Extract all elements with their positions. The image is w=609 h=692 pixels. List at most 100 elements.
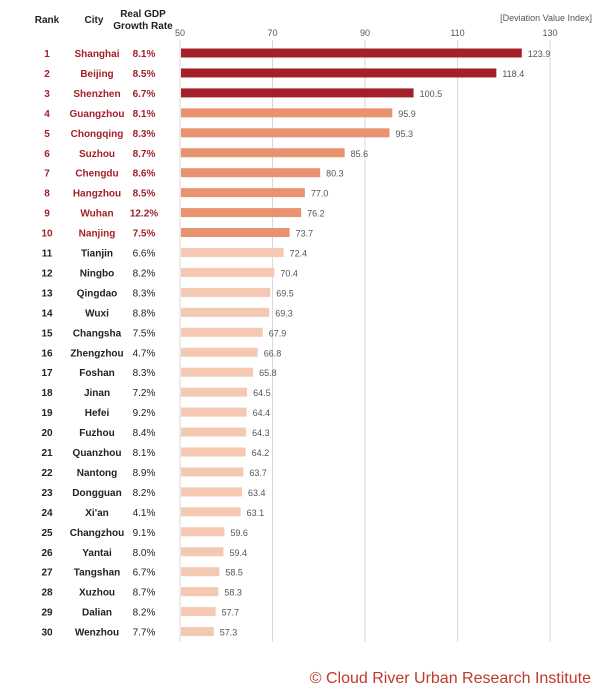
data-row: 1 Shanghai 8.1% 123.9 [44, 48, 551, 60]
header-layer: Rank City Real GDP Growth Rate [Deviatio… [35, 9, 592, 32]
city-label: Qingdao [77, 288, 118, 299]
tick-layer: 50 70 90 110 130 [175, 28, 558, 38]
rank-label: 2 [44, 69, 50, 80]
data-row: 12 Ningbo 8.2% 70.4 [41, 267, 298, 279]
city-label: Xuzhou [79, 588, 115, 599]
value-label: 100.5 [420, 89, 443, 99]
gdp-growth-label: 8.5% [133, 69, 156, 80]
rank-label: 5 [44, 129, 50, 140]
data-row: 2 Beijing 8.5% 118.4 [44, 68, 524, 80]
value-label: 58.3 [224, 588, 242, 598]
bar [181, 228, 290, 238]
bar [181, 367, 254, 377]
city-label: Tianjin [81, 249, 113, 260]
x-tick-label: 90 [360, 28, 370, 38]
gdp-growth-label: 6.7% [133, 89, 156, 100]
city-label: Jinan [84, 388, 110, 399]
city-label: Changzhou [70, 528, 124, 539]
value-label: 59.6 [230, 528, 248, 538]
data-row: 4 Guangzhou 8.1% 95.9 [44, 108, 416, 120]
value-label: 77.0 [311, 189, 329, 199]
city-label: Xi'an [85, 508, 109, 519]
data-row: 13 Qingdao 8.3% 69.5 [41, 287, 294, 299]
gdp-growth-label: 8.2% [133, 608, 156, 619]
gdp-growth-label: 8.6% [133, 169, 156, 180]
city-label: Dalian [82, 608, 112, 619]
gdp-growth-label: 8.1% [133, 448, 156, 459]
gdp-growth-label: 8.2% [133, 488, 156, 499]
city-label: Hangzhou [73, 189, 121, 200]
value-label: 123.9 [528, 49, 551, 59]
gdp-growth-label: 9.1% [133, 528, 156, 539]
bar [181, 88, 414, 98]
data-row: 27 Tangshan 6.7% 58.5 [41, 567, 243, 579]
rank-label: 8 [44, 189, 50, 200]
city-label: Yantai [82, 548, 112, 559]
grid-layer [179, 40, 551, 642]
gdp-growth-label: 8.4% [133, 428, 156, 439]
city-label: Suzhou [79, 149, 115, 160]
data-row: 11 Tianjin 6.6% 72.4 [42, 248, 307, 260]
data-row: 3 Shenzhen 6.7% 100.5 [44, 88, 442, 100]
city-label: Hefei [85, 408, 110, 419]
rank-label: 26 [41, 548, 53, 559]
x-tick-label: 70 [267, 28, 277, 38]
index-label: [Deviation Value Index] [500, 13, 592, 23]
bar [181, 387, 248, 397]
data-row: 24 Xi'an 4.1% 63.1 [41, 507, 264, 519]
gdp-growth-label: 8.7% [133, 588, 156, 599]
bar [181, 168, 321, 178]
bar [181, 487, 242, 497]
gdp-growth-label: 7.2% [133, 388, 156, 399]
value-label: 64.5 [253, 388, 271, 398]
data-row: 30 Wenzhou 7.7% 57.3 [41, 627, 237, 639]
city-label: Nanjing [79, 229, 116, 240]
data-row: 29 Dalian 8.2% 57.7 [41, 607, 239, 619]
value-label: 69.3 [275, 308, 293, 318]
rank-label: 7 [44, 169, 50, 180]
city-label: Nantong [77, 468, 118, 479]
bar [181, 547, 224, 557]
bar [181, 327, 263, 337]
x-tick-label: 50 [175, 28, 185, 38]
city-label: Beijing [80, 69, 113, 80]
gdp-growth-label: 8.9% [133, 468, 156, 479]
rank-label: 16 [41, 348, 53, 359]
gdp-growth-label: 7.5% [133, 328, 156, 339]
data-row: 16 Zhengzhou 4.7% 66.8 [41, 347, 282, 359]
data-row: 22 Nantong 8.9% 63.7 [41, 467, 267, 479]
city-label: Chongqing [71, 129, 124, 140]
bar [181, 208, 302, 218]
gdp-growth-label: 4.7% [133, 348, 156, 359]
gdp-growth-label: 7.7% [133, 628, 156, 639]
value-label: 57.7 [222, 608, 240, 618]
bar [181, 267, 275, 277]
bar [181, 188, 305, 198]
bar [181, 407, 247, 417]
rank-label: 30 [41, 628, 53, 639]
value-label: 72.4 [290, 249, 308, 259]
rank-label: 24 [41, 508, 53, 519]
city-label: Quanzhou [73, 448, 122, 459]
rank-label: 11 [42, 249, 53, 260]
value-label: 66.8 [264, 348, 282, 358]
data-row: 18 Jinan 7.2% 64.5 [41, 387, 271, 399]
city-label: Guangzhou [70, 109, 125, 120]
bar [181, 68, 497, 78]
gdp-growth-label: 8.0% [133, 548, 156, 559]
rank-label: 27 [41, 568, 53, 579]
bar [181, 148, 345, 158]
rank-label: 15 [41, 328, 53, 339]
city-label: Shanghai [74, 49, 119, 60]
bar [181, 567, 220, 577]
bar [181, 128, 390, 138]
rank-label: 21 [41, 448, 53, 459]
rank-label: 12 [41, 268, 53, 279]
rank-label: 20 [41, 428, 53, 439]
gdp-growth-label: 8.3% [133, 368, 156, 379]
data-row: 7 Chengdu 8.6% 80.3 [44, 168, 344, 180]
rank-label: 25 [41, 528, 53, 539]
gdp-growth-label: 6.6% [133, 249, 156, 260]
city-label: Wuxi [85, 308, 109, 319]
gdp-header-line1: Real GDP [120, 9, 166, 20]
